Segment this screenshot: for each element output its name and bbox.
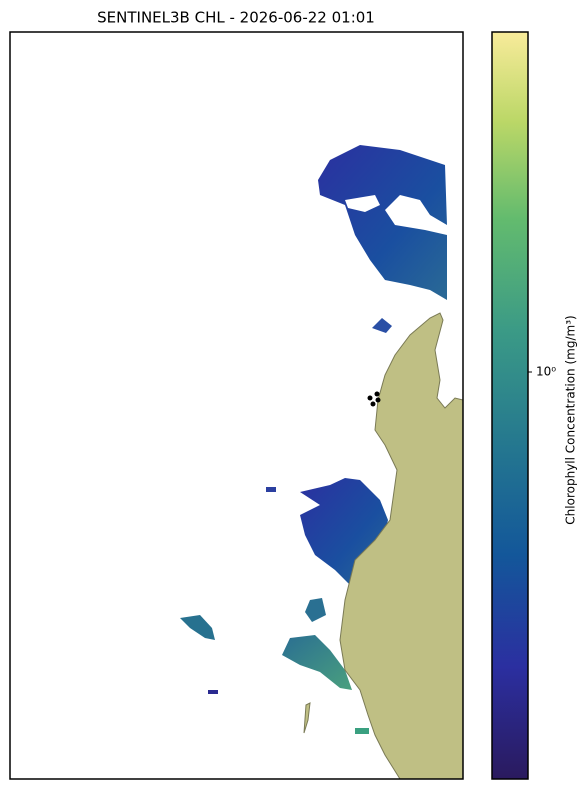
land [339, 312, 464, 780]
chlorophyll-patch [305, 598, 326, 622]
colorbar-label: Chlorophyll Concentration (mg/m³) [564, 315, 578, 524]
station [375, 397, 381, 403]
chlorophyll-patch [180, 615, 215, 640]
colorbar-tick-label: 10⁰ [536, 365, 556, 379]
island [303, 702, 311, 734]
chlorophyll-patch [282, 635, 352, 690]
station [367, 395, 373, 401]
chlorophyll-patch [208, 690, 218, 694]
cloud-gap [345, 195, 380, 212]
chlorophyll-patch [266, 487, 276, 492]
map [9, 31, 464, 780]
chlorophyll-patch [355, 728, 369, 734]
station-markers [367, 391, 381, 407]
chlorophyll-patch [300, 478, 388, 585]
station [370, 401, 376, 407]
chlorophyll-patch [318, 145, 447, 300]
station [374, 391, 380, 397]
chlorophyll-patch [372, 318, 392, 333]
map-frame [9, 31, 464, 780]
map-title: SENTINEL3B CHL - 2026-06-22 01:01 [97, 9, 375, 27]
colorbar: 10⁰ Chlorophyll Concentration (mg/m³) [491, 31, 578, 780]
colorbar-scale [491, 31, 529, 780]
